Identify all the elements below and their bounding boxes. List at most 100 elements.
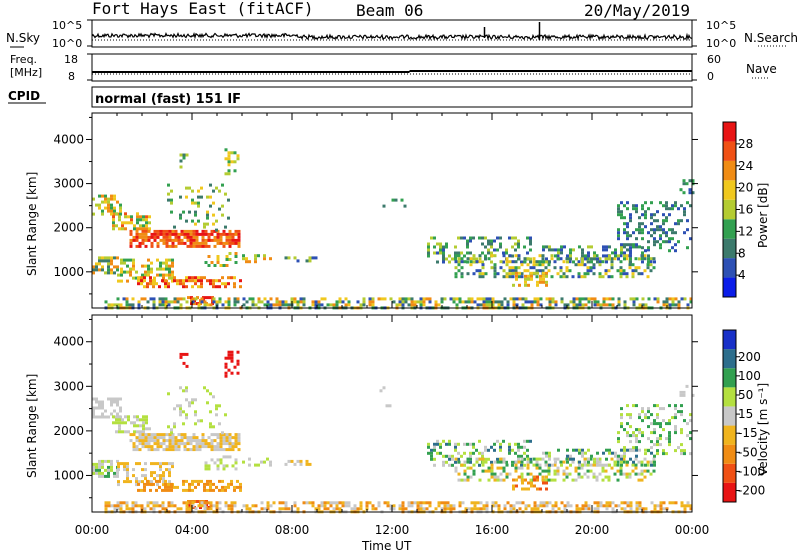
velocity-panel-cell: [216, 433, 220, 437]
power-panel-cell: [535, 263, 539, 267]
velocity-panel-cell: [554, 501, 558, 505]
power-panel-cell: [125, 300, 129, 304]
velocity-panel-cell: [210, 433, 214, 437]
power-panel-cell: [577, 275, 581, 279]
power-panel-cell: [671, 303, 675, 307]
power-panel-cell: [200, 282, 203, 286]
velocity-panel-cell: [125, 507, 129, 511]
velocity-panel-cell: [416, 504, 420, 508]
power-panel-cell: [536, 303, 540, 307]
power-panel-cell: [95, 268, 98, 272]
velocity-panel-cell: [466, 460, 470, 464]
velocity-panel-cell: [101, 471, 104, 475]
power-panel-cell: [242, 297, 246, 301]
power-panel-cell: [628, 263, 632, 267]
velocity-panel-cell: [452, 507, 456, 511]
power-panel-cell: [470, 297, 474, 301]
power-panel-cell: [500, 303, 504, 307]
velocity-panel-cell: [332, 507, 336, 511]
velocity-panel-cell: [644, 448, 647, 452]
power-panel-cell: [182, 153, 186, 157]
power-panel-cell: [302, 297, 306, 301]
velocity-panel-cell: [632, 434, 635, 438]
power-panel-cell: [526, 236, 529, 240]
velocity-panel-cell: [433, 463, 436, 467]
velocity-panel-cell: [335, 507, 339, 511]
velocity-panel-cell: [234, 467, 238, 471]
power-panel-cell: [506, 303, 510, 307]
power-panel-cell: [104, 206, 107, 210]
power-panel-cell: [538, 263, 542, 267]
power-panel-cell: [623, 243, 626, 247]
power-panel-cell: [368, 297, 372, 301]
power-panel-cell: [410, 297, 414, 301]
velocity-panel-cell: [611, 501, 615, 505]
velocity-panel-cell: [165, 445, 169, 449]
power-panel-cell: [638, 245, 641, 249]
power-panel-cell: [234, 229, 238, 233]
velocity-panel-cell: [182, 501, 186, 505]
velocity-panel-cell: [287, 459, 291, 463]
velocity-panel-cell: [135, 462, 138, 466]
velocity-panel-cell: [454, 466, 458, 470]
power-panel-cell: [216, 232, 220, 236]
velocity-panel-cell: [478, 463, 481, 467]
velocity-panel-cell: [544, 478, 548, 482]
velocity-panel-cell: [136, 418, 139, 422]
power-panel-cell: [598, 275, 602, 279]
velocity-panel-cell: [587, 457, 590, 461]
velocity-panel-cell: [484, 445, 487, 449]
velocity-panel-cell: [141, 439, 145, 443]
power-panel-cell: [124, 215, 127, 219]
power-panel-cell: [201, 244, 205, 248]
power-panel-cell: [514, 242, 517, 246]
velocity-panel-cell: [496, 475, 500, 479]
power-panel-cell: [454, 254, 458, 258]
power-panel-cell: [236, 157, 240, 161]
velocity-panel-cell: [635, 404, 638, 408]
velocity-panel-cell: [548, 457, 551, 461]
velocity-panel-cell: [427, 442, 430, 446]
power-panel-cell: [572, 260, 575, 264]
power-panel-cell: [317, 303, 321, 307]
velocity-panel-cell: [159, 468, 162, 472]
power-panel-cell: [113, 265, 116, 269]
velocity-panel-cell: [652, 469, 656, 473]
power-panel-cell: [137, 279, 140, 283]
power-panel-cell: [458, 297, 462, 301]
power-panel-cell: [469, 239, 472, 243]
velocity-panel-cell: [112, 415, 115, 419]
power-panel-cell: [653, 237, 656, 241]
power-panel-cell: [617, 257, 620, 261]
power-panel-cell: [126, 258, 129, 262]
power-panel-cell: [538, 260, 542, 264]
power-panel-cell: [514, 260, 518, 264]
velocity-panel-cell: [147, 433, 151, 437]
power-panel-cell: [497, 300, 501, 304]
power-panel-cell: [185, 153, 189, 157]
velocity-panel-cell: [203, 482, 206, 486]
velocity-panel-cell: [562, 460, 566, 464]
power-panel-cell: [164, 282, 167, 286]
power-panel-cell: [538, 269, 542, 273]
velocity-panel-cell: [587, 504, 591, 508]
power-panel-cell: [485, 300, 489, 304]
power-panel-cell: [115, 224, 118, 228]
power-panel-cell: [182, 210, 185, 214]
power-panel-cell: [206, 210, 209, 214]
power-panel-cell: [650, 222, 653, 226]
power-panel-cell: [548, 303, 552, 307]
velocity-panel-cell: [161, 504, 165, 508]
power-panel-cell: [442, 254, 445, 258]
velocity-panel-cell: [641, 431, 644, 435]
velocity-panel-cell: [197, 482, 200, 486]
power-panel-cell: [210, 229, 214, 233]
velocity-panel-cell: [248, 457, 251, 461]
power-panel-cell: [629, 249, 632, 253]
power-panel-cell: [95, 262, 98, 266]
velocity-panel-cell: [512, 487, 515, 491]
power-panel-cell: [368, 303, 372, 307]
power-panel-cell: [608, 245, 611, 249]
velocity-panel-cell: [215, 507, 219, 511]
velocity-panel-cell: [586, 463, 590, 467]
